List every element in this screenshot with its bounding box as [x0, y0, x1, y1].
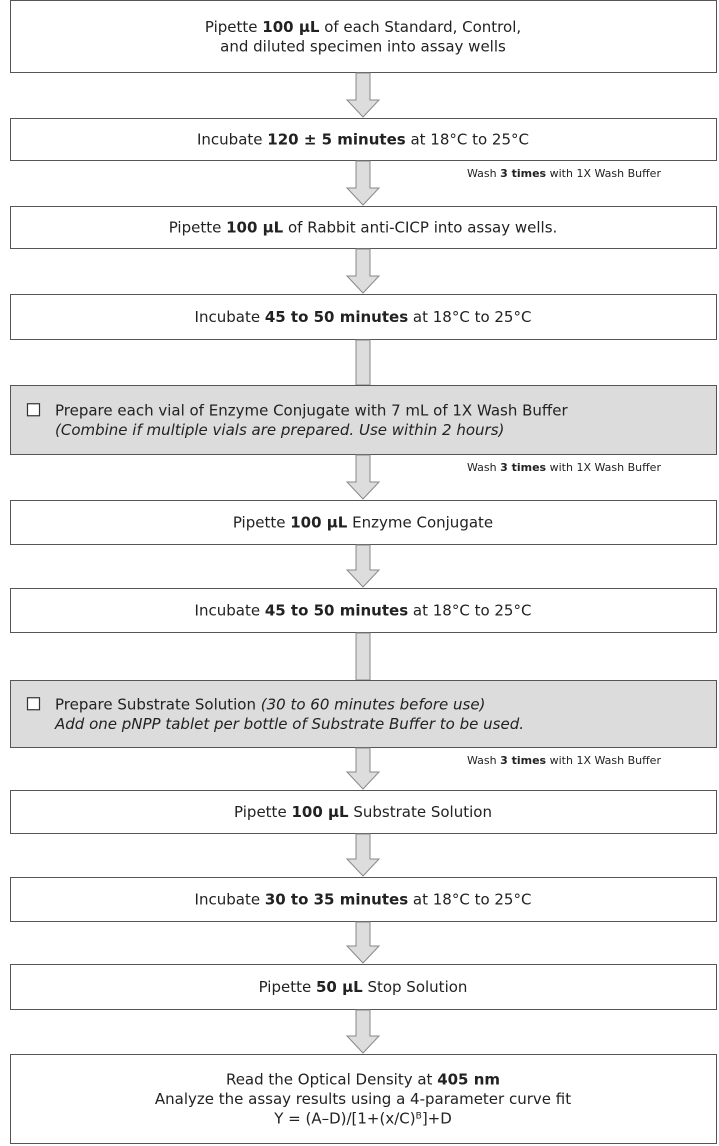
step-text: Pipette 100 µL Enzyme Conjugate [233, 514, 493, 532]
text-run: Pipette [205, 18, 262, 36]
text-run: 45 to 50 minutes [265, 602, 408, 620]
text-run: with 1X Wash Buffer [546, 461, 661, 474]
text-run: with 1X Wash Buffer [546, 167, 661, 180]
arrow [345, 921, 381, 964]
step-text: Pipette 100 µL of each Standard, Control… [205, 18, 521, 36]
text-run: 100 µL [262, 18, 320, 36]
connector [355, 339, 371, 386]
text-run: B [416, 1112, 422, 1122]
text-run: 50 µL [316, 978, 363, 996]
text-run: 30 to 35 minutes [265, 891, 408, 909]
text-run: Incubate [197, 131, 267, 149]
step-text: Incubate 120 ± 5 minutes at 18°C to 25°C [197, 131, 529, 149]
text-run: of each Standard, Control, [319, 18, 521, 36]
text-run: 3 times [500, 461, 546, 474]
text-run: at 18°C to 25°C [408, 602, 531, 620]
step-text: Pipette 100 µL Substrate Solution [234, 803, 492, 821]
arrow [345, 248, 381, 294]
step-text: Incubate 30 to 35 minutes at 18°C to 25°… [195, 891, 532, 909]
text-run: Incubate [195, 308, 265, 326]
text-run: ]+D [422, 1110, 452, 1128]
text-run: Wash [467, 167, 500, 180]
text-run: Pipette [259, 978, 316, 996]
text-run: Add one pNPP tablet per bottle of Substr… [54, 715, 524, 733]
step-text: and diluted specimen into assay wells [220, 37, 506, 55]
wash-note: Wash 3 times with 1X Wash Buffer [467, 754, 661, 767]
checkbox [26, 697, 41, 711]
checkbox [26, 403, 41, 417]
text-run: 100 µL [290, 514, 348, 532]
text-run: at 18°C to 25°C [406, 131, 529, 149]
step-text: Pipette 50 µL Stop Solution [259, 978, 468, 996]
text-run: Y = (A–D)/[1+(x/C) [273, 1110, 415, 1128]
step-box [10, 877, 717, 922]
text-run: Pipette [169, 219, 226, 237]
text-run: Wash [467, 461, 500, 474]
step-text: Incubate 45 to 50 minutes at 18°C to 25°… [195, 308, 532, 326]
text-run: Incubate [195, 602, 265, 620]
step-box [10, 964, 717, 1010]
text-run: at 18°C to 25°C [408, 308, 531, 326]
step-box [10, 500, 717, 545]
text-run: 45 to 50 minutes [265, 308, 408, 326]
text-run: 405 nm [437, 1071, 500, 1089]
text-run: and diluted specimen into assay wells [220, 37, 506, 55]
step-box [10, 385, 717, 455]
arrow [345, 747, 381, 790]
connector [355, 632, 371, 681]
step-text: Prepare Substrate Solution (30 to 60 min… [55, 695, 485, 713]
text-run: (Combine if multiple vials are prepared.… [55, 421, 504, 439]
arrow [345, 544, 381, 588]
step-box [10, 206, 717, 249]
text-run: 100 µL [226, 219, 284, 237]
text-run: 120 ± 5 minutes [267, 131, 405, 149]
step-box [10, 118, 717, 161]
step-box [10, 294, 717, 340]
text-run: Enzyme Conjugate [347, 514, 493, 532]
text-run: Wash [467, 754, 500, 767]
text-run: 3 times [500, 167, 546, 180]
text-run: Pipette [234, 803, 291, 821]
text-run: Substrate Solution [349, 803, 492, 821]
text-run: with 1X Wash Buffer [546, 754, 661, 767]
arrow [345, 72, 381, 118]
step-text: Pipette 100 µL of Rabbit anti-CICP into … [169, 219, 558, 237]
arrow [345, 454, 381, 500]
text-run: Incubate [195, 891, 265, 909]
text-run: Analyze the assay results using a 4-para… [155, 1090, 571, 1108]
wash-note: Wash 3 times with 1X Wash Buffer [467, 167, 661, 180]
text-run: at 18°C to 25°C [408, 891, 531, 909]
text-run: Prepare Substrate Solution [55, 695, 261, 713]
text-run: Read the Optical Density at [226, 1071, 437, 1089]
step-text: Analyze the assay results using a 4-para… [155, 1090, 571, 1108]
step-text: Prepare each vial of Enzyme Conjugate wi… [55, 401, 568, 419]
step-text: Add one pNPP tablet per bottle of Substr… [54, 715, 524, 733]
text-run: of Rabbit anti-CICP into assay wells. [283, 219, 557, 237]
arrow [345, 160, 381, 206]
wash-note: Wash 3 times with 1X Wash Buffer [467, 461, 661, 474]
text-run: (30 to 60 minutes before use) [261, 695, 486, 713]
step-text: Y = (A–D)/[1+(x/C)B]+D [273, 1110, 452, 1128]
text-run: Pipette [233, 514, 290, 532]
text-run: 3 times [500, 754, 546, 767]
step-text: Incubate 45 to 50 minutes at 18°C to 25°… [195, 602, 532, 620]
step-box [10, 0, 717, 73]
arrow [345, 833, 381, 877]
text-run: 100 µL [291, 803, 349, 821]
step-box [10, 680, 717, 748]
text-run: Prepare each vial of Enzyme Conjugate wi… [55, 401, 568, 419]
arrow [345, 1009, 381, 1054]
step-box [10, 1054, 717, 1144]
step-text: (Combine if multiple vials are prepared.… [55, 421, 504, 439]
step-text: Read the Optical Density at 405 nm [226, 1071, 500, 1089]
text-run: Stop Solution [363, 978, 468, 996]
